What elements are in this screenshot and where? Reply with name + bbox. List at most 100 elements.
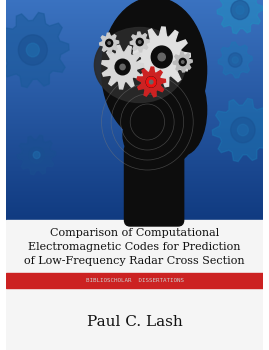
Bar	[6, 56, 263, 57]
Bar	[6, 85, 263, 87]
Bar	[6, 119, 263, 120]
Bar	[6, 98, 263, 100]
Circle shape	[228, 53, 242, 67]
Bar	[6, 77, 263, 78]
Polygon shape	[0, 13, 69, 87]
Bar	[6, 51, 263, 53]
Bar	[6, 117, 263, 118]
Bar	[6, 197, 263, 199]
Bar	[6, 84, 263, 86]
Bar	[6, 138, 263, 139]
Bar	[6, 28, 263, 29]
Bar	[6, 189, 263, 191]
Bar	[6, 201, 263, 202]
Polygon shape	[217, 0, 263, 34]
Circle shape	[26, 43, 39, 57]
Circle shape	[158, 53, 165, 61]
Bar	[6, 216, 263, 217]
Bar	[6, 187, 263, 188]
Bar	[6, 189, 263, 190]
Bar	[6, 70, 263, 71]
Bar	[6, 125, 263, 126]
Bar	[6, 47, 263, 48]
Bar	[6, 57, 263, 59]
Circle shape	[179, 58, 186, 66]
Bar	[6, 78, 263, 80]
Bar	[6, 182, 263, 184]
Bar	[6, 50, 263, 52]
Bar	[6, 112, 263, 113]
Bar	[6, 184, 263, 186]
Circle shape	[150, 80, 153, 84]
Bar	[6, 98, 263, 99]
Bar	[6, 22, 263, 24]
Bar	[6, 29, 263, 31]
Bar	[6, 90, 263, 91]
Bar	[6, 116, 263, 117]
Polygon shape	[212, 98, 269, 162]
Bar	[6, 134, 263, 136]
Bar	[6, 209, 263, 210]
Bar	[6, 199, 263, 201]
Polygon shape	[102, 45, 144, 89]
Bar	[6, 111, 263, 112]
Bar	[6, 6, 263, 7]
Bar	[6, 75, 263, 76]
Bar	[6, 148, 263, 150]
Bar	[6, 66, 263, 68]
Circle shape	[232, 57, 238, 63]
Bar	[6, 208, 263, 209]
Bar	[6, 88, 263, 89]
Bar	[6, 217, 263, 218]
Bar	[6, 48, 263, 49]
Circle shape	[29, 147, 44, 163]
Bar	[6, 64, 263, 66]
Circle shape	[182, 61, 184, 63]
Bar	[6, 150, 263, 152]
Bar	[6, 97, 263, 98]
Circle shape	[146, 77, 156, 87]
Bar	[6, 37, 263, 39]
Bar	[6, 114, 263, 116]
Bar	[6, 92, 263, 94]
Bar	[6, 12, 263, 13]
Bar	[6, 93, 263, 95]
Bar	[6, 2, 263, 4]
Bar	[6, 183, 263, 185]
Bar	[6, 169, 263, 171]
Bar	[6, 56, 263, 58]
Ellipse shape	[102, 0, 207, 142]
Bar	[6, 96, 263, 97]
Bar	[6, 191, 263, 193]
Bar	[6, 44, 263, 46]
Bar	[6, 140, 263, 141]
Bar	[6, 155, 263, 157]
Bar	[6, 91, 263, 93]
Bar	[6, 103, 263, 104]
Bar	[6, 273, 263, 288]
Bar	[6, 52, 263, 54]
Circle shape	[231, 0, 249, 20]
Bar	[6, 27, 263, 28]
Bar	[6, 72, 263, 74]
Bar	[6, 149, 263, 151]
Circle shape	[231, 117, 255, 143]
Circle shape	[18, 35, 47, 65]
Polygon shape	[100, 33, 119, 53]
Bar	[6, 196, 263, 197]
Bar	[6, 28, 263, 30]
Bar	[6, 18, 263, 19]
Circle shape	[115, 59, 130, 75]
Bar	[6, 80, 263, 82]
Bar	[6, 35, 263, 37]
Bar	[6, 188, 263, 189]
Bar	[6, 99, 263, 101]
Bar	[6, 60, 263, 61]
Bar	[6, 212, 263, 214]
Bar	[6, 159, 263, 160]
Bar	[6, 110, 263, 111]
Bar	[6, 119, 263, 121]
Bar	[6, 15, 263, 17]
Ellipse shape	[123, 103, 195, 168]
Bar	[6, 133, 263, 134]
